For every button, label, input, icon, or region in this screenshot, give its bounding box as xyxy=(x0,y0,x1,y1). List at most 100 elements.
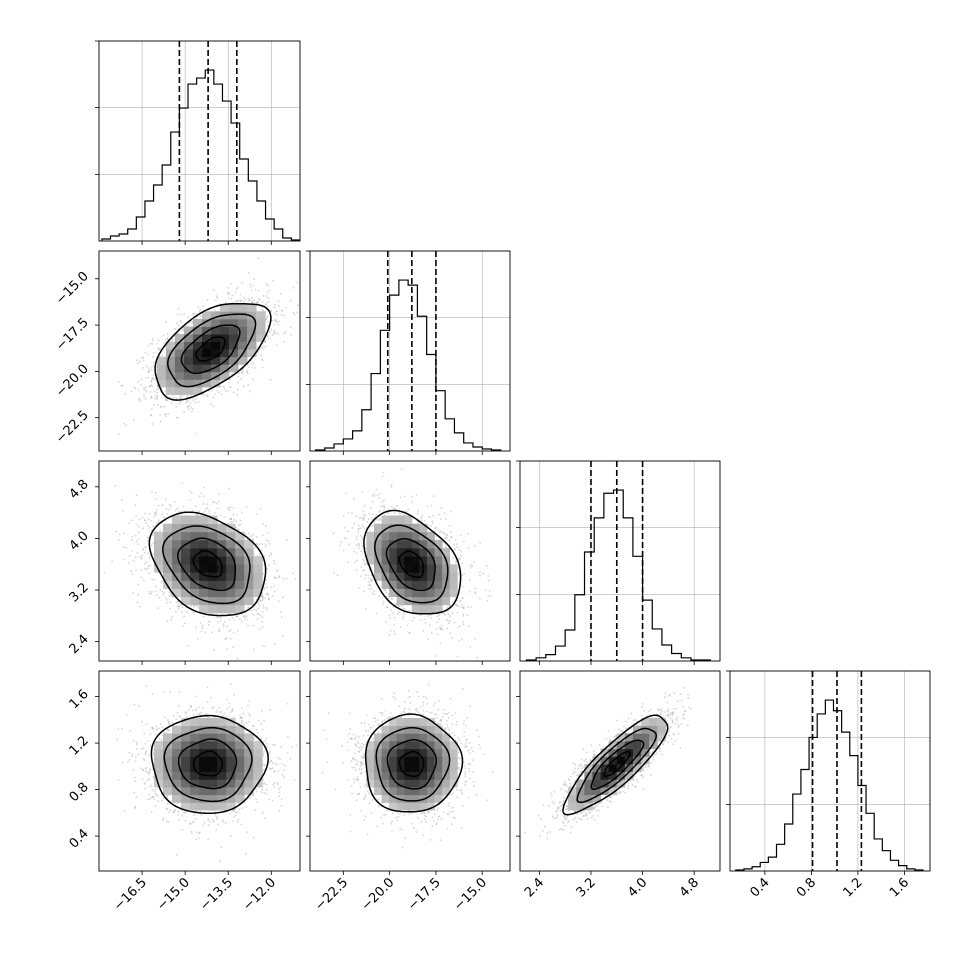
scatter-point xyxy=(560,788,563,790)
density-cell xyxy=(592,756,601,765)
density-cell xyxy=(366,748,375,757)
density-cell xyxy=(404,717,413,727)
scatter-point xyxy=(252,285,254,287)
scatter-point xyxy=(542,804,545,806)
scatter-point xyxy=(382,603,384,605)
scatter-point xyxy=(154,378,157,381)
scatter-point xyxy=(479,541,481,544)
scatter-point xyxy=(132,740,135,742)
density-cell xyxy=(199,539,209,549)
y-tick-label: 1.6 xyxy=(67,687,92,712)
scatter-point xyxy=(206,298,209,301)
scatter-point xyxy=(387,593,389,595)
scatter-point xyxy=(181,606,184,609)
scatter-point xyxy=(133,703,136,706)
scatter-point xyxy=(137,583,140,586)
panel-frame xyxy=(519,460,721,662)
density-cell xyxy=(253,771,263,780)
scatter-point xyxy=(648,710,650,713)
scatter-point xyxy=(180,313,183,316)
scatter-point xyxy=(369,583,371,586)
scatter-point xyxy=(342,549,345,552)
scatter-point xyxy=(411,812,413,815)
scatter-point xyxy=(244,618,246,621)
scatter-point xyxy=(265,789,268,791)
scatter-point xyxy=(261,610,264,613)
scatter-point xyxy=(357,524,360,527)
scatter-point xyxy=(357,543,360,546)
scatter-point xyxy=(152,337,155,340)
density-cell xyxy=(229,356,239,365)
density-cell xyxy=(238,341,248,350)
density-cell xyxy=(181,548,191,557)
scatter-point xyxy=(456,546,459,549)
scatter-point xyxy=(261,308,264,311)
scatter-point xyxy=(272,559,275,562)
scatter-point xyxy=(356,776,359,779)
scatter-point xyxy=(155,590,158,593)
scatter-point xyxy=(463,573,466,575)
density-cell xyxy=(419,779,428,788)
scatter-point xyxy=(186,395,189,397)
scatter-point xyxy=(134,780,137,783)
scatter-point xyxy=(174,509,177,512)
scatter-point xyxy=(399,625,402,628)
density-cell xyxy=(411,523,420,533)
scatter-point xyxy=(355,735,358,738)
scatter-point xyxy=(184,711,187,714)
scatter-point xyxy=(236,393,239,396)
scatter-point xyxy=(135,515,138,518)
scatter-point xyxy=(321,771,324,774)
density-cell xyxy=(426,725,435,734)
density-cell xyxy=(183,364,194,373)
density-cell xyxy=(411,764,420,773)
scatter-point xyxy=(182,625,185,627)
scatter-point xyxy=(273,782,275,785)
scatter-point xyxy=(572,762,575,764)
scatter-point xyxy=(239,717,242,720)
scatter-point xyxy=(368,802,371,805)
density-cell xyxy=(641,741,650,750)
scatter-point xyxy=(575,774,578,776)
scatter-point xyxy=(192,611,195,614)
scatter-point xyxy=(253,546,256,549)
scatter-point xyxy=(254,367,256,369)
scatter-point xyxy=(408,632,411,634)
scatter-point xyxy=(186,400,189,403)
scatter-point xyxy=(269,708,272,711)
scatter-point xyxy=(252,378,254,381)
scatter-point xyxy=(346,749,349,752)
scatter-point xyxy=(230,298,233,300)
density-cell xyxy=(235,787,245,796)
scatter-point xyxy=(144,546,147,549)
density-cell xyxy=(389,717,398,727)
scatter-point xyxy=(277,305,280,308)
panel-frame xyxy=(98,460,301,662)
density-cell xyxy=(208,564,218,573)
scatter-point xyxy=(271,594,274,597)
scatter-point xyxy=(190,706,192,709)
scatter-point xyxy=(392,695,395,698)
scatter-point xyxy=(364,574,367,576)
scatter-points xyxy=(321,683,494,849)
density-cell xyxy=(608,748,618,757)
density-cell xyxy=(201,311,212,320)
scatter-point xyxy=(468,767,470,770)
scatter-point xyxy=(281,774,284,776)
scatter-point xyxy=(366,833,369,836)
histogram-3 xyxy=(735,699,924,871)
scatter-point xyxy=(211,707,214,709)
scatter-point xyxy=(270,586,273,589)
scatter-point xyxy=(229,834,232,837)
scatter-point xyxy=(293,779,296,782)
density-cell xyxy=(411,588,420,598)
density-cell xyxy=(199,572,209,581)
scatter-point xyxy=(677,726,680,729)
density-cell xyxy=(624,756,634,765)
scatter-point xyxy=(247,532,250,535)
scatter-point xyxy=(258,628,261,631)
scatter-point xyxy=(466,614,469,617)
scatter-point xyxy=(389,715,392,718)
scatter-point xyxy=(417,695,420,698)
